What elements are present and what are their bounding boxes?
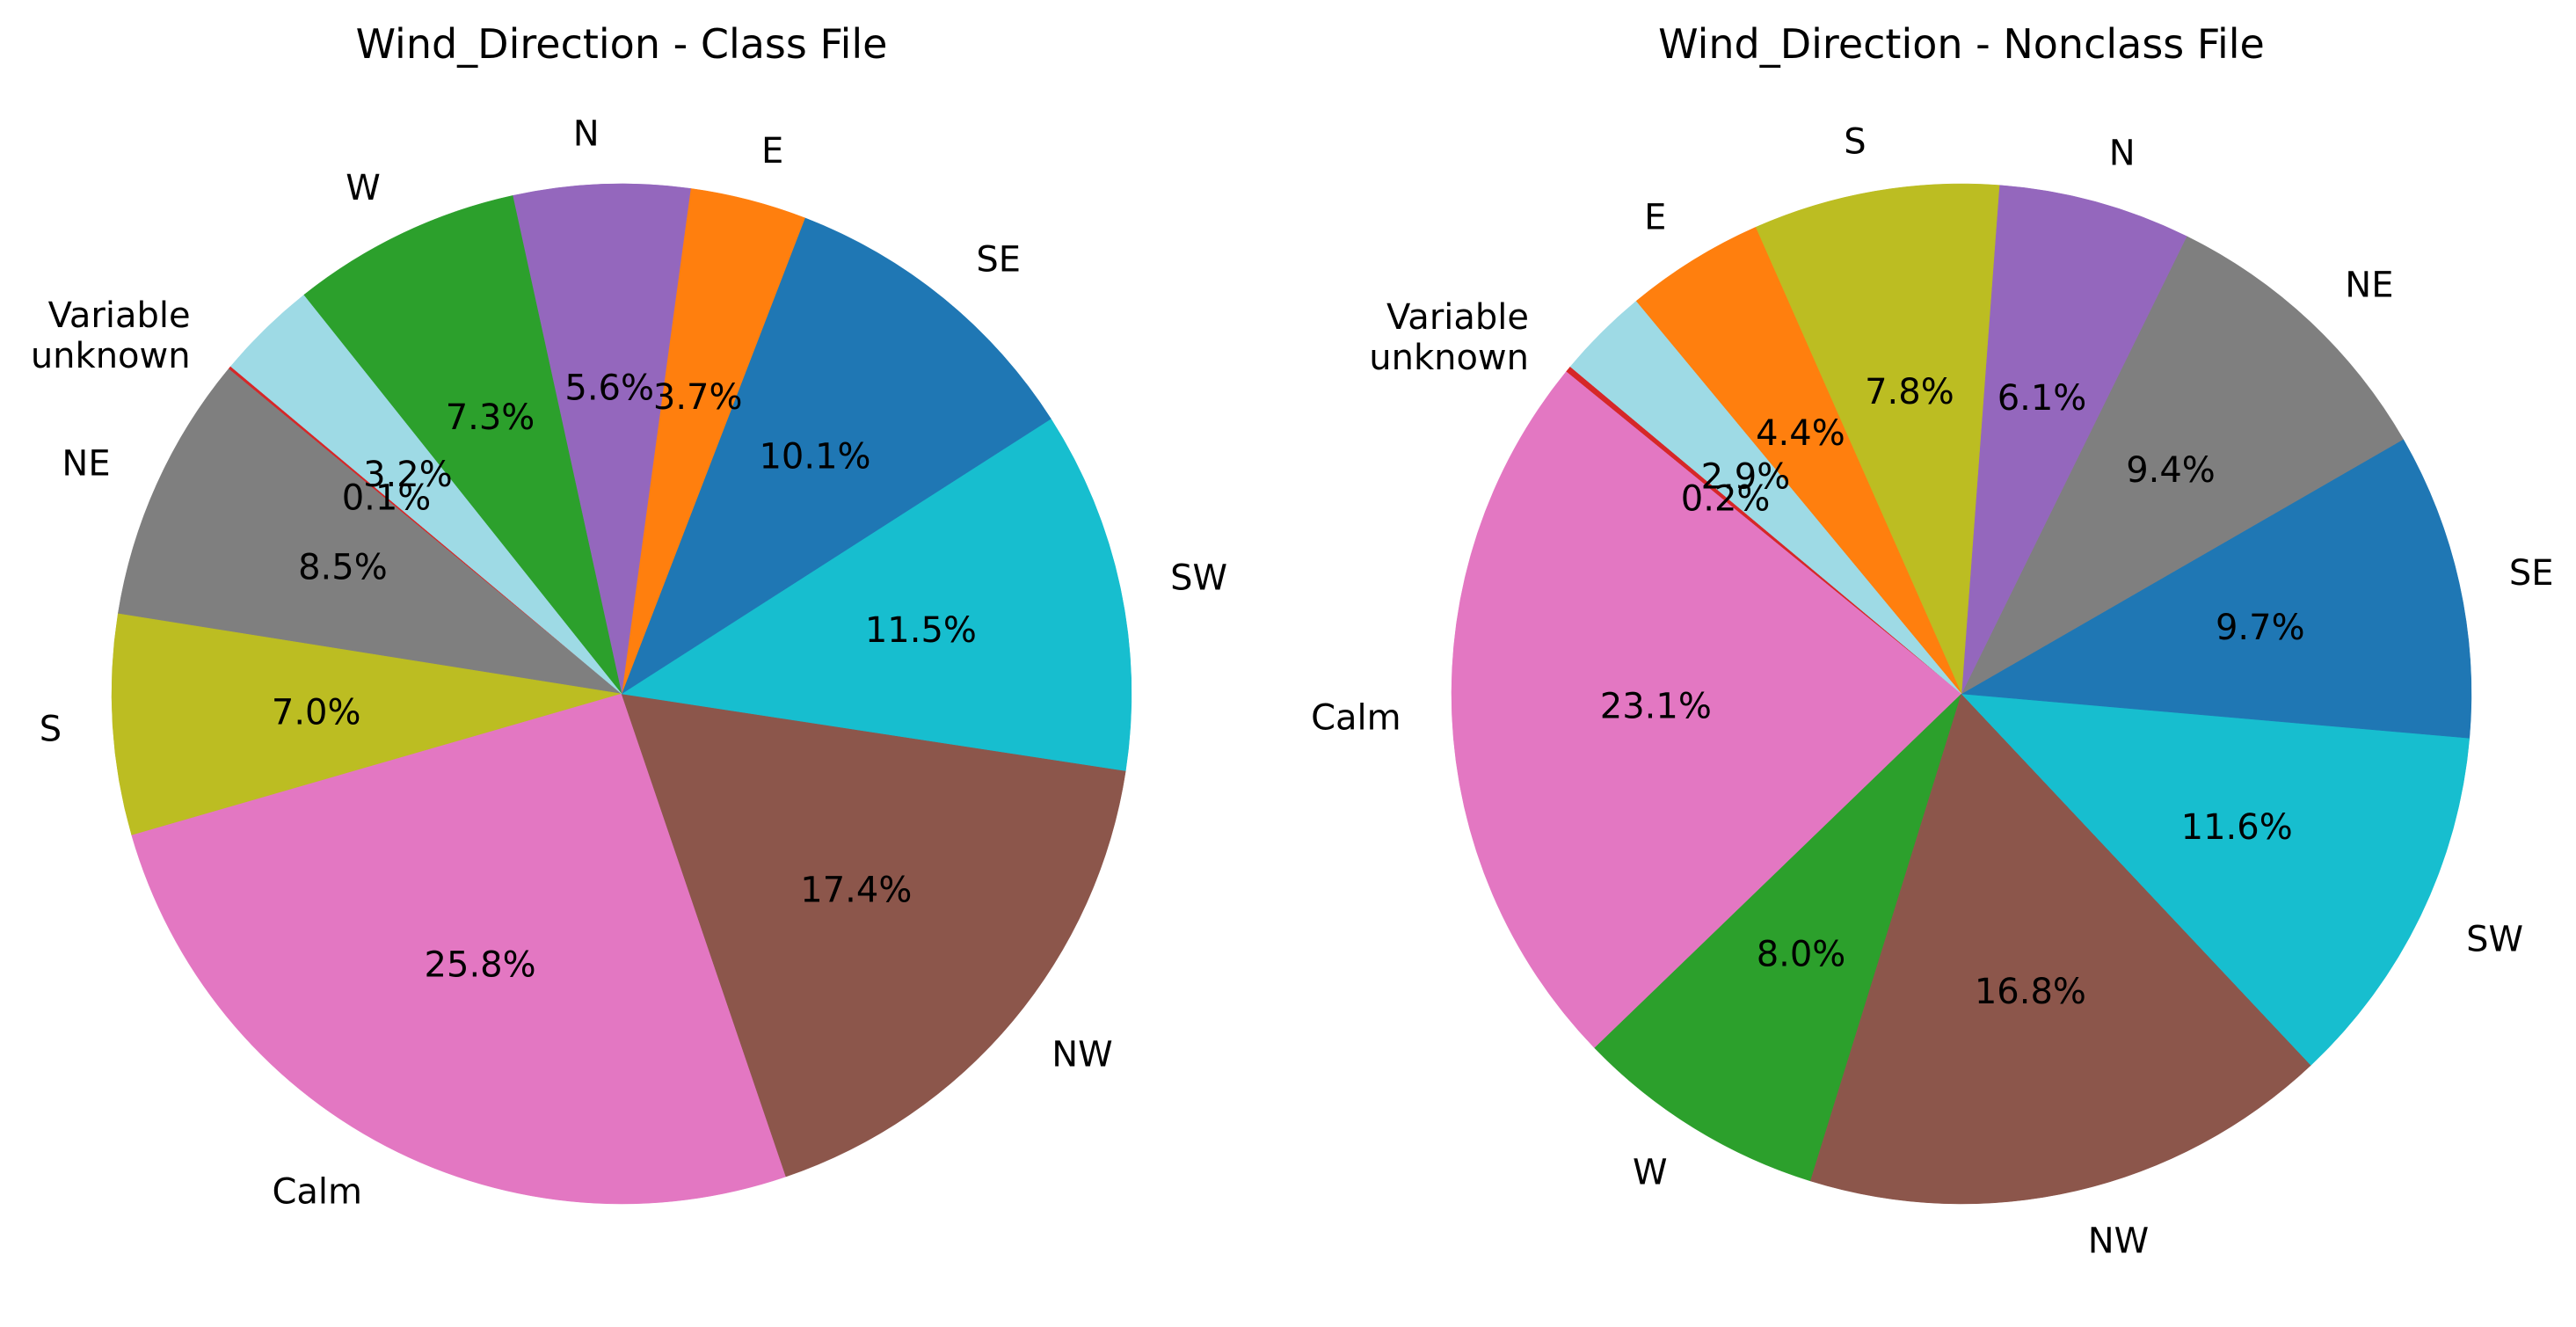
pct-label-slice-10: 3.2% <box>363 455 453 495</box>
pie-slice-ne <box>1961 236 2404 695</box>
category-label-ne: NE <box>62 443 110 484</box>
pct-label-nw: 17.4% <box>800 870 912 910</box>
pie-slice-sw <box>621 418 1132 771</box>
pie-slice-se <box>1961 439 2472 739</box>
pie-slice-w <box>1594 693 1962 1182</box>
pct-label-n: 5.6% <box>564 368 654 408</box>
pct-label-s: 7.0% <box>272 692 361 733</box>
pie-slice-n <box>1961 185 2187 695</box>
category-label-e: E <box>761 131 783 171</box>
category-label-calm: Calm <box>272 1172 362 1213</box>
pie-chart-nonclass-file: Wind_Direction - Nonclass File 0.2% 23.1%… <box>1311 20 2554 1262</box>
category-label-ne: NE <box>2345 266 2393 306</box>
pct-label-se: 10.1% <box>759 436 870 477</box>
pct-label-e: 4.4% <box>1756 413 1845 454</box>
category-label-w: W <box>1633 1152 1668 1192</box>
pct-label-variable-unknown: 0.2% <box>1681 479 1771 520</box>
pie-slice-slice-10 <box>1569 301 1962 695</box>
pct-label-ne: 9.4% <box>2126 450 2216 491</box>
pct-label-calm: 23.1% <box>1600 687 1712 727</box>
pie-slice-calm <box>131 693 787 1205</box>
pct-label-s: 7.8% <box>1865 372 1954 412</box>
category-label-variable-unknown: Variable unknown <box>1369 297 1529 378</box>
category-label-s: S <box>40 709 62 749</box>
category-label-sw: SW <box>2466 919 2523 959</box>
category-label-s: S <box>1844 121 1866 162</box>
pie-slice-s <box>1755 183 2000 695</box>
pie-slice-ne <box>117 368 622 695</box>
pct-label-sw: 11.5% <box>865 610 977 651</box>
pie-slice-slice-10 <box>229 295 622 695</box>
chart-title: Wind_Direction - Nonclass File <box>1658 20 2265 68</box>
pie-slice-n <box>512 183 691 695</box>
pie-slice-calm <box>1451 371 1962 1049</box>
pct-label-slice-10: 2.9% <box>1701 456 1791 497</box>
pct-label-nw: 16.8% <box>1975 972 2086 1012</box>
category-label-nw: NW <box>1052 1035 1112 1075</box>
pie-slice-sw <box>1961 693 2470 1066</box>
pie-slice-nw <box>621 693 1126 1178</box>
category-label-n: N <box>573 114 600 155</box>
category-label-se: SE <box>2509 553 2554 594</box>
pie-slice-s <box>111 613 622 836</box>
pct-label-ne: 8.5% <box>298 548 388 588</box>
category-label-variable-unknown: Variable unknown <box>31 295 191 376</box>
chart-title: Wind_Direction - Class File <box>356 20 888 68</box>
pie-slice-nw <box>1809 693 2311 1205</box>
category-label-sw: SW <box>1170 558 1227 599</box>
category-label-n: N <box>2109 133 2136 173</box>
pct-label-sw: 11.6% <box>2181 807 2293 848</box>
pie-slice-w <box>303 195 622 695</box>
pct-label-n: 6.1% <box>1997 378 2087 419</box>
pie-slice-se <box>621 217 1052 695</box>
pct-label-e: 3.7% <box>653 377 743 418</box>
category-label-e: E <box>1644 197 1666 237</box>
pct-label-calm: 25.8% <box>425 945 536 986</box>
pct-label-w: 7.3% <box>446 397 535 438</box>
pct-label-se: 9.7% <box>2216 608 2305 648</box>
category-label-w: W <box>346 168 381 208</box>
category-label-nw: NW <box>2088 1221 2149 1262</box>
pct-label-w: 8.0% <box>1757 934 1846 974</box>
pct-label-variable-unknown: 0.1% <box>342 478 432 518</box>
category-label-se: SE <box>976 240 1021 281</box>
pie-chart-class-file: Wind_Direction - Class File 0.1% 8.5% 7.0%… <box>31 20 1227 1213</box>
category-label-calm: Calm <box>1311 698 1401 739</box>
